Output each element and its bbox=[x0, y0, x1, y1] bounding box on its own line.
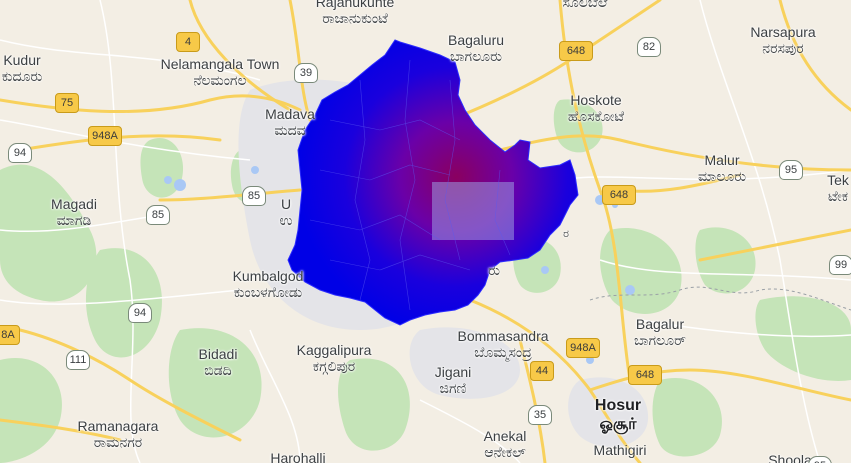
place-label-magadi: Magadi ಮಾಗಡಿ bbox=[51, 196, 97, 228]
highway-shield-648-south: 648 bbox=[628, 365, 662, 385]
highway-shield-948a-west: 948A bbox=[88, 126, 122, 146]
highway-shield-85-west: 85 bbox=[146, 205, 170, 225]
state-boundary bbox=[589, 286, 851, 311]
highway-shield-85: 85 bbox=[242, 186, 266, 206]
place-label-malur: Malur ಮಾಲೂರು bbox=[697, 152, 747, 184]
place-label-hoskote: Hoskote ಹೊಸಕೋಟೆ bbox=[567, 92, 625, 124]
highway-shield-99: 99 bbox=[829, 255, 851, 275]
place-label-madava: Madava ಮದವ bbox=[265, 106, 315, 138]
place-label-anekal: Anekal ಆನೇಕಲ್ bbox=[483, 428, 527, 460]
ward-lines bbox=[309, 59, 511, 311]
highway-shield-948a-south: 948A bbox=[566, 338, 600, 358]
highway-shield-95-south: 95 bbox=[808, 456, 832, 463]
highway-shield-44: 44 bbox=[530, 361, 554, 381]
highway-shield-648-north: 648 bbox=[559, 41, 593, 61]
highway-shield-94-west: 94 bbox=[8, 143, 32, 163]
place-label-shoola: Shoola bbox=[768, 452, 812, 463]
place-label-tek: Tek ಟೇಕ bbox=[827, 172, 849, 204]
place-label-hosur: Hosur ஓசூர் bbox=[594, 397, 642, 433]
place-label-sulibele: ಸೂಲಿಬೆಲೆ bbox=[562, 0, 608, 10]
place-label-kumbalgodu: Kumbalgod ಕುಂಬಳಗೋಡು bbox=[232, 268, 304, 300]
place-label-nelamangala: Nelamangala Town ನೆಲಮಂಗಲ bbox=[160, 56, 280, 88]
highway-shield-94: 94 bbox=[128, 303, 152, 323]
place-label-rajanukunte: Rajanukunte ರಾಜಾನುಕುಂಟೆ bbox=[315, 0, 395, 26]
highway-shield-111: 111 bbox=[66, 350, 90, 370]
place-label-kaggalipura: Kaggalipura ಕಗ್ಗಲಿಪುರ bbox=[296, 342, 372, 374]
place-label-partial-ru: ರು bbox=[488, 262, 500, 278]
place-label-bidadi: Bidadi ಬಿಡದಿ bbox=[198, 346, 238, 378]
place-label-ramanagara: Ramanagara ರಾಮನಗರ bbox=[77, 418, 159, 450]
place-label-bommasandra: Bommasandra ಬೊಮ್ಮಸಂದ್ರ bbox=[457, 328, 549, 360]
place-label-mathigiri: Mathigiri bbox=[593, 442, 647, 458]
place-label-harohalli: Harohalli bbox=[270, 450, 326, 463]
place-label-partial-ra: ರ bbox=[563, 228, 569, 240]
highway-shield-35: 35 bbox=[528, 405, 552, 425]
highway-shield-39: 39 bbox=[294, 63, 318, 83]
highway-shield-75: 75 bbox=[55, 93, 79, 113]
highway-shield-8a: 8A bbox=[0, 325, 20, 345]
highway-shield-95: 95 bbox=[779, 160, 803, 180]
place-label-bagaluru: Bagaluru ಬಾಗಲೂರು bbox=[447, 32, 505, 64]
place-label-bagalur: Bagalur ಬಾಗಲೂರ್ bbox=[633, 316, 687, 348]
highway-shield-82: 82 bbox=[637, 37, 661, 57]
highway-shield-4: 4 bbox=[176, 32, 200, 52]
highway-shield-648-east: 648 bbox=[602, 185, 636, 205]
place-label-kudur: Kudur ಕುದೂರು bbox=[1, 52, 43, 84]
place-label-narsapura: Narsapura ನರಸಪುರ bbox=[750, 24, 816, 56]
place-label-jigani: Jigani ಜಿಗಣಿ bbox=[434, 364, 472, 396]
highlight-cell bbox=[432, 182, 514, 240]
